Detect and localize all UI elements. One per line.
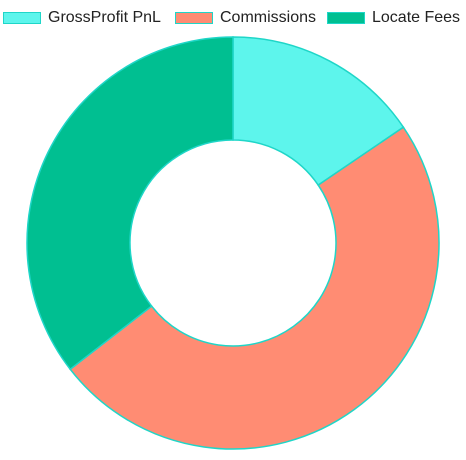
doughnut-segment-locate-fees[interactable] <box>26 36 234 371</box>
chart-legend: GrossProfit PnL Commissions Locate Fees <box>0 6 466 30</box>
legend-label-locate-fees: Locate Fees <box>372 9 461 26</box>
legend-swatch-commissions <box>175 12 213 24</box>
legend-swatch-locate-fees <box>327 12 365 24</box>
legend-item-locate-fees[interactable]: Locate Fees <box>327 6 460 30</box>
doughnut-segment-grossprofit-pnl[interactable] <box>232 36 405 187</box>
legend-item-commissions[interactable]: Commissions <box>175 6 316 30</box>
legend-swatch-grossprofit-pnl <box>3 12 41 24</box>
doughnut-segment-commissions[interactable] <box>69 126 440 450</box>
legend-label-commissions: Commissions <box>220 9 317 26</box>
legend-item-grossprofit-pnl[interactable]: GrossProfit PnL <box>3 6 161 30</box>
legend-label-grossprofit-pnl: GrossProfit PnL <box>48 9 161 26</box>
